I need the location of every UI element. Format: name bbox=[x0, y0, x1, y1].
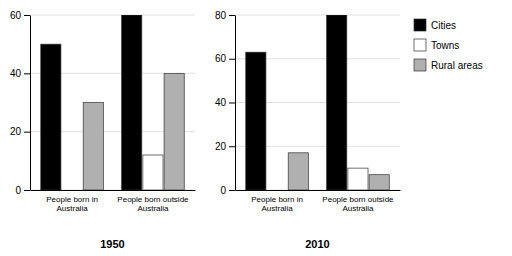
bar bbox=[327, 15, 347, 190]
y-tick-label: 40 bbox=[10, 68, 22, 79]
x-axis-title: 2010 bbox=[305, 238, 329, 250]
y-axis-line bbox=[30, 16, 31, 191]
y-tick-mark bbox=[24, 132, 30, 133]
y-tick-mark bbox=[229, 103, 235, 104]
y-tick: 60 bbox=[215, 53, 235, 64]
legend-swatch bbox=[414, 39, 426, 51]
y-tick-label: 20 bbox=[215, 141, 227, 152]
y-tick-label: 0 bbox=[15, 185, 21, 196]
x-tick: People born inAustralia bbox=[251, 195, 303, 213]
y-tick-mark bbox=[24, 73, 30, 74]
x-axis: People born inAustraliaPeople born outsi… bbox=[31, 191, 196, 213]
y-tick-label: 60 bbox=[215, 53, 227, 64]
bar bbox=[143, 155, 163, 190]
tick-label-line: People born outside bbox=[322, 195, 394, 204]
y-tick-label: 0 bbox=[220, 185, 226, 196]
bar bbox=[369, 175, 389, 190]
y-tick-mark bbox=[229, 146, 235, 147]
tick-label-line: Australia bbox=[342, 204, 374, 213]
x-tick-label: People born outsideAustralia bbox=[117, 195, 189, 213]
y-tick: 40 bbox=[215, 97, 235, 108]
y-tick-label: 20 bbox=[10, 126, 22, 137]
x-axis-title: 1950 bbox=[100, 238, 124, 250]
chart: 0204060People born inAustraliaPeople bor… bbox=[0, 0, 512, 256]
bar bbox=[164, 73, 184, 190]
x-axis-line bbox=[31, 190, 196, 191]
tick-label-line: Australia bbox=[137, 204, 169, 213]
legend-item: Rural areas bbox=[414, 59, 483, 71]
legend-label: Cities bbox=[431, 20, 456, 31]
bar bbox=[41, 44, 61, 190]
legend-swatch bbox=[414, 59, 426, 71]
x-tick-label: People born inAustralia bbox=[251, 195, 303, 213]
grid bbox=[30, 15, 195, 190]
x-axis: People born inAustraliaPeople born outsi… bbox=[236, 191, 401, 213]
y-tick: 0 bbox=[220, 185, 235, 196]
tick-label-line: People born in bbox=[46, 195, 98, 204]
tick-label-line: Australia bbox=[56, 204, 88, 213]
bars bbox=[246, 15, 389, 190]
y-tick-label: 60 bbox=[10, 10, 22, 21]
bars bbox=[41, 15, 184, 190]
y-axis: 0 20 40 60 bbox=[10, 10, 31, 196]
x-tick-label: People born inAustralia bbox=[46, 195, 98, 213]
bar bbox=[348, 168, 368, 190]
bar bbox=[83, 103, 103, 191]
y-tick: 80 bbox=[215, 10, 235, 21]
legend-item: Cities bbox=[414, 19, 456, 31]
legend-label: Towns bbox=[431, 40, 459, 51]
panel: 0204060People born inAustraliaPeople bor… bbox=[10, 10, 196, 213]
tick-label-line: Australia bbox=[261, 204, 293, 213]
y-tick-mark bbox=[229, 190, 235, 191]
bar bbox=[267, 190, 287, 191]
tick-label-line: People born outside bbox=[117, 195, 189, 204]
legend: Cities Towns Rural areas bbox=[414, 19, 483, 71]
grid-line bbox=[235, 15, 400, 16]
y-tick-mark bbox=[229, 59, 235, 60]
grid bbox=[235, 15, 400, 190]
tick-label-line: People born in bbox=[251, 195, 303, 204]
legend-swatch bbox=[414, 19, 426, 31]
x-axis-line bbox=[236, 190, 401, 191]
bar bbox=[288, 153, 308, 190]
y-tick: 20 bbox=[215, 141, 235, 152]
y-tick-mark bbox=[24, 15, 30, 16]
y-tick-mark bbox=[229, 15, 235, 16]
x-tick-label: People born outsideAustralia bbox=[322, 195, 394, 213]
y-tick-mark bbox=[24, 190, 30, 191]
y-tick: 20 bbox=[10, 126, 30, 137]
x-tick: People born outsideAustralia bbox=[117, 195, 189, 213]
y-axis-line bbox=[235, 16, 236, 191]
legend-item: Towns bbox=[414, 39, 459, 51]
panel: 020406080People born inAustraliaPeople b… bbox=[215, 10, 401, 213]
grid-line bbox=[30, 15, 195, 16]
y-tick: 0 bbox=[15, 185, 30, 196]
y-axis: 0 20 40 60 80 bbox=[215, 10, 236, 196]
bar bbox=[246, 52, 266, 190]
bar bbox=[62, 190, 82, 191]
y-tick-label: 40 bbox=[215, 97, 227, 108]
y-tick-label: 80 bbox=[215, 10, 227, 21]
x-tick: People born inAustralia bbox=[46, 195, 98, 213]
legend-label: Rural areas bbox=[431, 60, 483, 71]
y-tick: 40 bbox=[10, 68, 30, 79]
y-tick: 60 bbox=[10, 10, 30, 21]
x-tick: People born outsideAustralia bbox=[322, 195, 394, 213]
bar bbox=[122, 15, 142, 190]
